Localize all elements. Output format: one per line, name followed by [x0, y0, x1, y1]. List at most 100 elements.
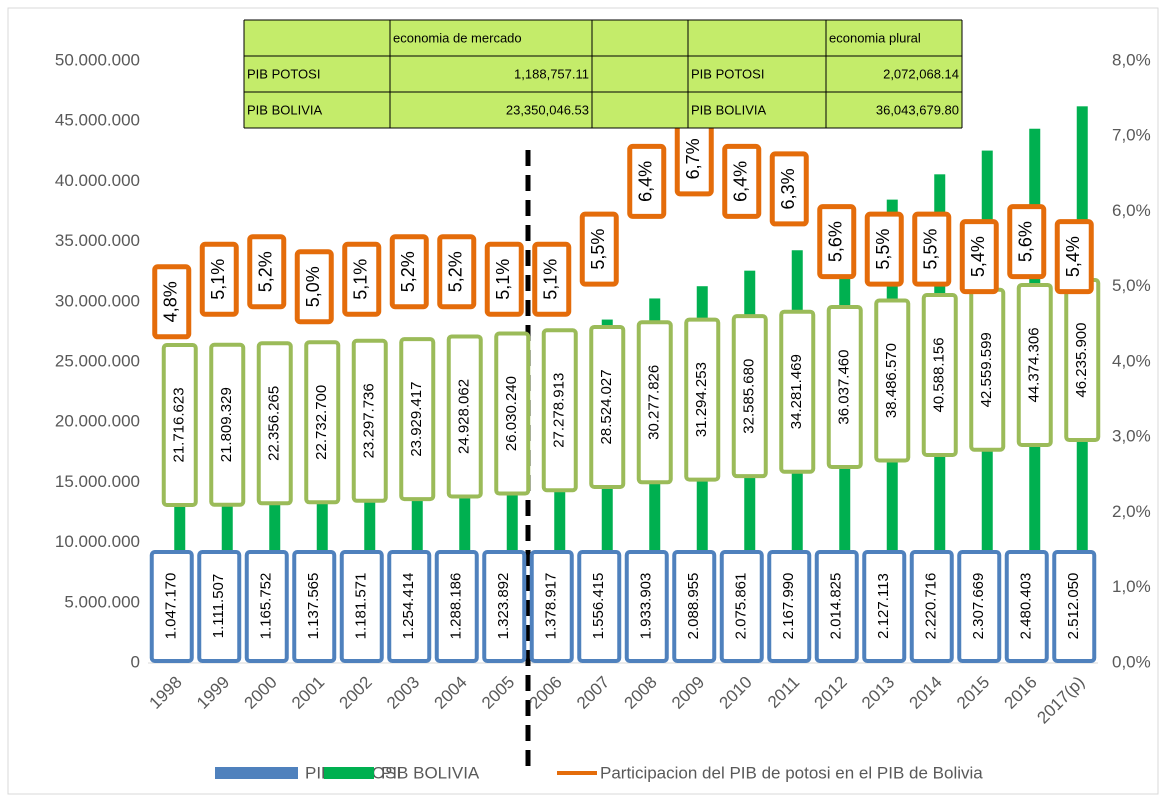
data-label: 2.014.825 — [828, 573, 845, 640]
legend-label: Participacion del PIB de potosi en el PI… — [600, 763, 983, 782]
y2-tick-label: 1,0% — [1112, 577, 1151, 596]
data-label: 2.480.403 — [1018, 573, 1035, 640]
data-label-box — [814, 550, 859, 663]
data-label-box — [957, 550, 1002, 663]
y2-tick-label: 0,0% — [1112, 652, 1151, 671]
data-label: 5,5% — [588, 229, 608, 270]
line-point-label — [959, 219, 999, 295]
data-label: 32.585.680 — [741, 359, 758, 434]
data-label: 2.220.716 — [923, 573, 940, 640]
data-label: 6,4% — [731, 161, 751, 202]
data-label-box — [636, 320, 673, 485]
data-label: 21.716.623 — [171, 387, 188, 462]
data-label: 5,2% — [398, 251, 418, 292]
data-label: 22.356.265 — [266, 386, 283, 461]
data-label: 5,1% — [208, 259, 228, 300]
data-label: 26.030.240 — [503, 376, 520, 451]
data-label-box — [719, 550, 764, 663]
data-label: 2.088.955 — [685, 573, 702, 640]
line-point-label — [722, 143, 762, 219]
legend-label: PIB BOLIVIA — [381, 763, 480, 782]
data-label: 42.559.599 — [978, 332, 995, 407]
data-label-box — [541, 328, 578, 493]
data-label-box — [731, 314, 768, 479]
data-label: 1.323.892 — [495, 573, 512, 640]
data-label: 5,1% — [541, 259, 561, 300]
data-label-box — [209, 342, 246, 507]
data-label-box — [1016, 282, 1053, 447]
y-tick-label: 20.000.000 — [55, 412, 140, 431]
line-point-label — [199, 241, 239, 317]
data-label: 5,5% — [873, 229, 893, 270]
data-label: 46.235.900 — [1073, 322, 1090, 397]
line-point-label — [437, 234, 477, 310]
y-tick-label: 35.000.000 — [55, 231, 140, 250]
data-label: 22.732.700 — [313, 385, 330, 460]
table-header: economia plural — [829, 30, 921, 45]
y-tick-label: 40.000.000 — [55, 171, 140, 190]
data-label: 1.165.752 — [258, 573, 275, 640]
line-point-label — [484, 241, 524, 317]
bar — [411, 374, 423, 663]
data-label: 6,7% — [683, 138, 703, 179]
data-label: 44.374.306 — [1026, 327, 1043, 402]
data-label: 2.512.050 — [1065, 573, 1082, 640]
table-cell: PIB BOLIVIA — [247, 102, 322, 117]
data-label-box — [292, 550, 337, 663]
legend-swatch — [324, 767, 374, 779]
line-point-label — [532, 241, 572, 317]
data-label: 5,2% — [446, 251, 466, 292]
y2-tick-label: 6,0% — [1112, 201, 1151, 220]
data-label-box — [779, 309, 816, 474]
y-tick-label: 10.000.000 — [55, 532, 140, 551]
line-point-label — [1054, 219, 1094, 295]
bar — [601, 319, 613, 663]
data-label-box — [161, 342, 198, 507]
bar — [269, 393, 281, 663]
data-label-box — [1004, 550, 1049, 663]
data-label: 30.277.826 — [646, 365, 663, 440]
data-label-box — [434, 550, 479, 663]
data-label: 21.809.329 — [218, 387, 235, 462]
data-label-box — [862, 550, 907, 663]
data-label: 1.181.571 — [353, 573, 370, 640]
table-header: economia de mercado — [393, 30, 522, 45]
data-label: 23.929.417 — [408, 382, 425, 457]
data-label: 1.288.186 — [448, 573, 465, 640]
data-label-box — [149, 550, 194, 663]
data-label: 5,6% — [1016, 221, 1036, 262]
bar — [316, 389, 328, 663]
data-label: 5,2% — [256, 251, 276, 292]
data-label: 1.378.917 — [543, 573, 560, 640]
data-label-box — [826, 305, 863, 470]
line-point-label — [389, 234, 429, 310]
line-point-label — [769, 151, 809, 227]
table-cell: PIB BOLIVIA — [691, 102, 766, 117]
data-label-box — [244, 550, 289, 663]
y2-tick-label: 5,0% — [1112, 276, 1151, 295]
table-cell: PIB POTOSI — [691, 66, 764, 81]
bar — [459, 362, 471, 663]
data-label-box — [672, 550, 717, 663]
bar — [554, 334, 566, 663]
data-label: 31.294.253 — [693, 362, 710, 437]
data-label: 5,1% — [351, 259, 371, 300]
data-label-box — [446, 334, 483, 499]
data-label: 38.486.570 — [883, 343, 900, 418]
data-label: 5,5% — [921, 229, 941, 270]
table-bg — [244, 20, 962, 128]
line-point-label — [579, 211, 619, 287]
legend-swatch — [215, 767, 298, 779]
data-label: 23.297.736 — [361, 383, 378, 458]
data-label-box — [684, 317, 721, 482]
y-tick-label: 50.000.000 — [55, 50, 140, 69]
y-tick-label: 45.000.000 — [55, 111, 140, 130]
table-cell: PIB POTOSI — [247, 66, 320, 81]
y2-tick-label: 7,0% — [1112, 126, 1151, 145]
data-label-box — [256, 341, 293, 506]
data-label: 5,0% — [303, 266, 323, 307]
line-point-label — [247, 234, 287, 310]
y-tick-label: 25.000.000 — [55, 351, 140, 370]
data-label-box — [1052, 550, 1097, 663]
y2-tick-label: 2,0% — [1112, 502, 1151, 521]
